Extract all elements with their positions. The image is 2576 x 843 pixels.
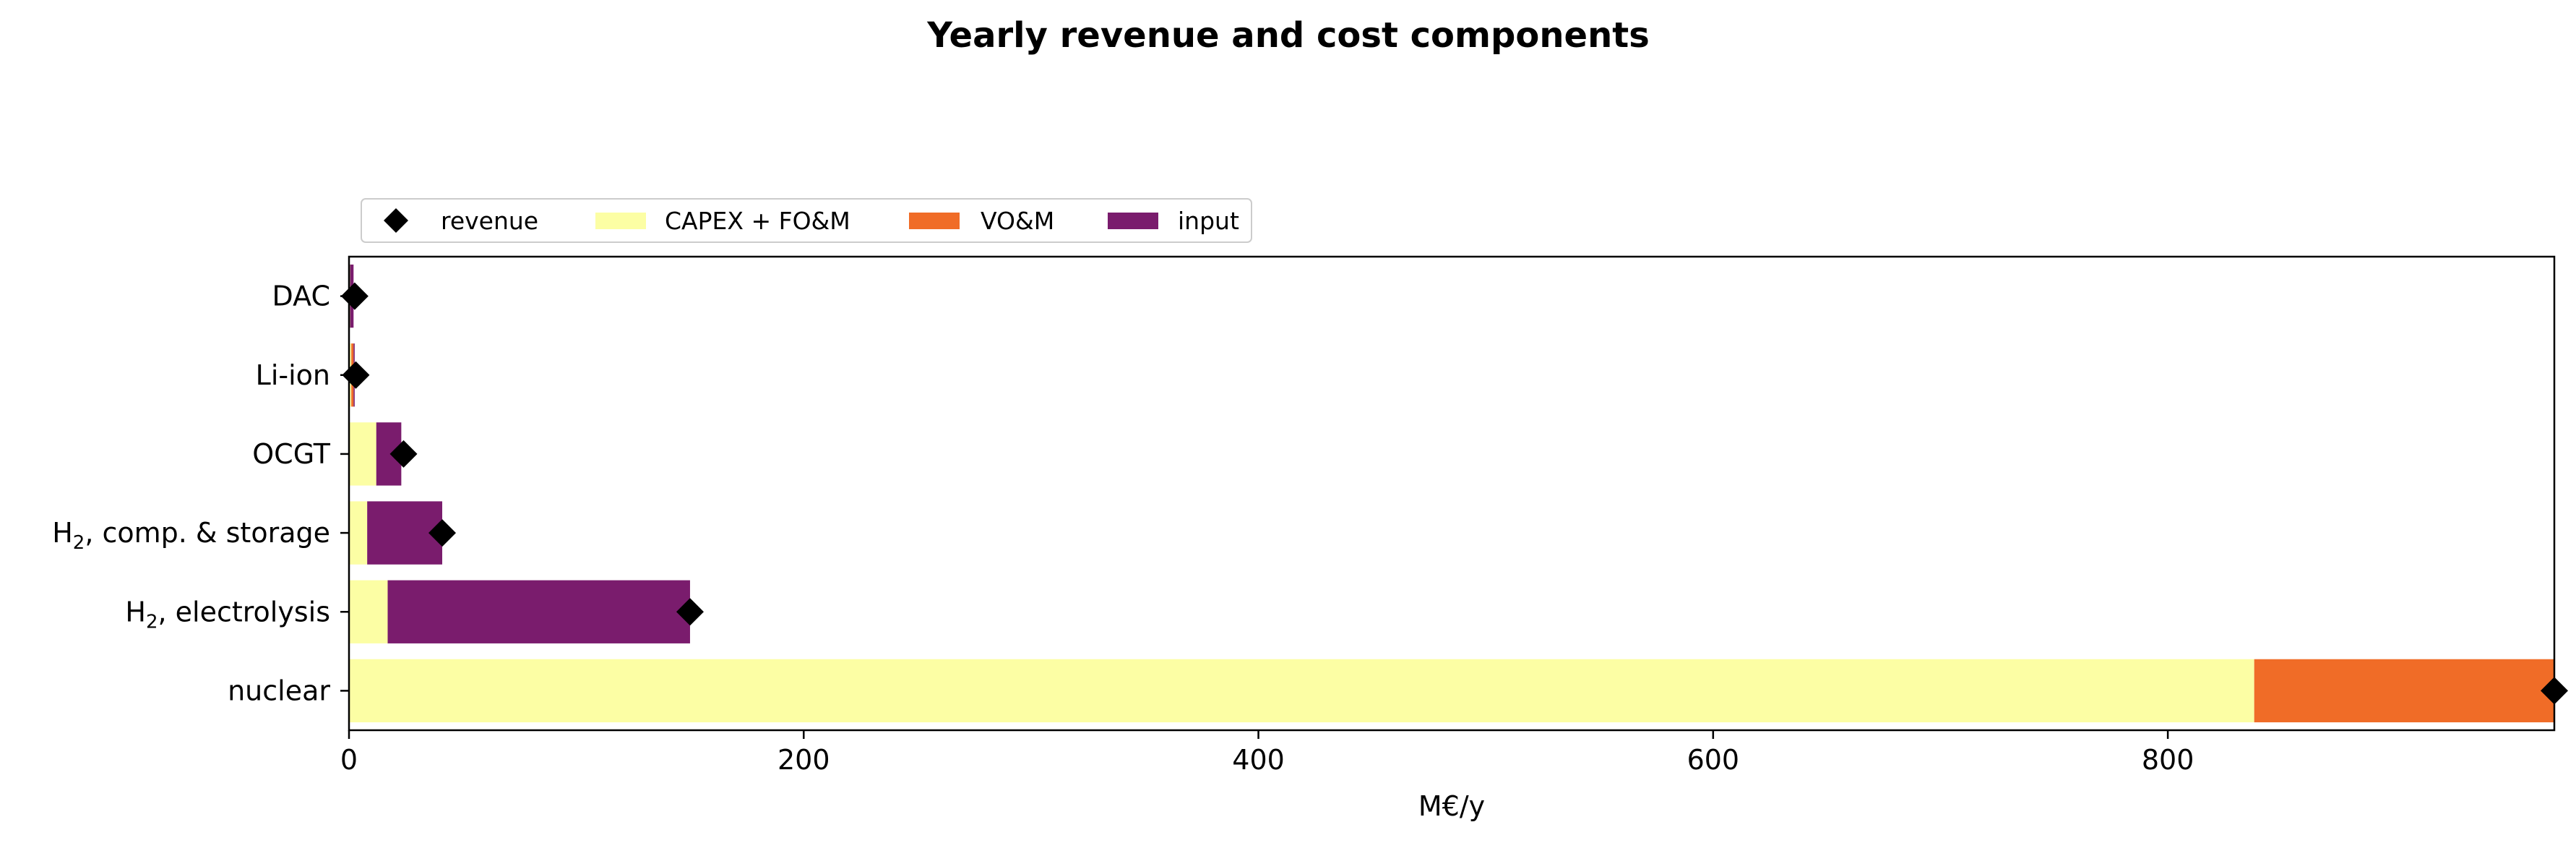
x-axis: 0 200 400 600 800 [340,730,2194,776]
legend-label-input: input [1178,207,1239,235]
bar-capex-fo-m-h2-electrolysis [349,580,388,643]
revenue-marker-h2-comp-storage [428,519,457,547]
legend-swatch-vo-m [909,213,960,229]
plot-frame [348,255,2556,732]
legend-box [361,198,1252,243]
bars-layer [349,264,2554,723]
legend-swatch-input [1108,213,1158,229]
y-tick-label-li-ion: Li-ion [256,359,330,391]
bar-capex-fo-m-nuclear [349,659,2254,723]
x-tick-label-200: 200 [777,744,830,776]
legend-label-revenue: revenue [441,207,538,235]
x-tick-label-600: 600 [1687,744,1740,776]
revenue-marker-dac [340,282,369,310]
legend-swatch-revenue [384,208,408,233]
y-tick-label-nuclear: nuclear [228,675,330,706]
y-tick-label-h2-electrolysis: H2, electrolysis [125,596,330,633]
x-tick-label-800: 800 [2142,744,2194,776]
bar-vo-m-nuclear [2254,659,2554,723]
legend-items: revenue CAPEX + FO&M VO&M input [384,207,1239,235]
revenue-marker-h2-electrolysis [676,598,704,626]
legend: revenue CAPEX + FO&M VO&M input [361,198,1252,243]
x-tick-label-400: 400 [1232,744,1285,776]
y-axis: nuclear H2, electrolysis H2, comp. & stora… [52,281,349,706]
chart-title: Yearly revenue and cost components [926,15,1650,56]
x-axis-label: M€/y [1418,790,1485,822]
bar-capex-fo-m-h2-comp-storage [349,501,368,565]
bar-input-h2-electrolysis [387,580,690,643]
revenue-marker-ocgt [389,440,418,468]
y-tick-label-h2-comp-storage: H2, comp. & storage [52,517,330,554]
x-tick-label-0: 0 [340,744,358,776]
legend-label-capex-fo-m: CAPEX + FO&M [665,207,850,235]
y-tick-label-ocgt: OCGT [252,438,331,470]
bar-capex-fo-m-ocgt [349,422,376,486]
revenue-markers [340,282,2568,705]
legend-swatch-capex-fo-m [595,213,646,229]
y-tick-label-dac: DAC [272,281,330,312]
legend-label-vo-m: VO&M [981,207,1054,235]
